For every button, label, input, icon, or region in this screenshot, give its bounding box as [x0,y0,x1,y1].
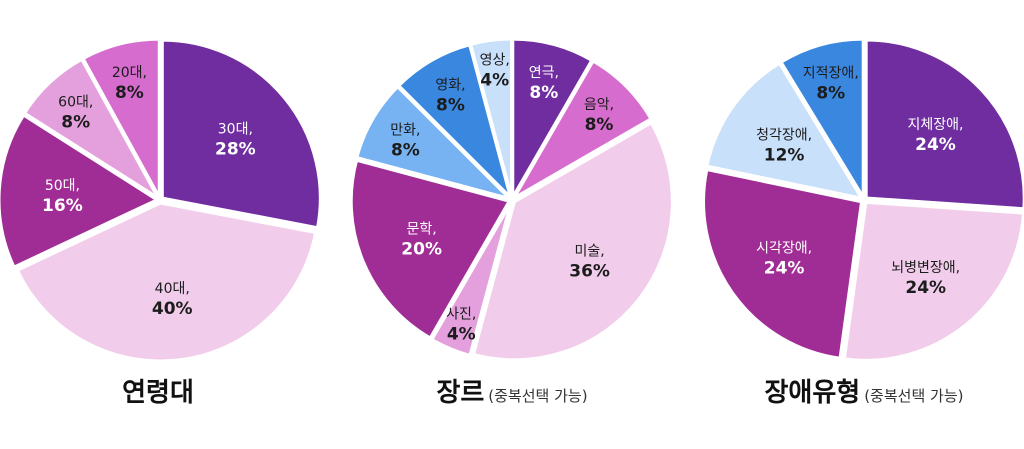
chart-caption-genre: 장르 (중복선택 가능) [352,372,672,409]
slice-label-disability-1: 뇌병변장애, [891,260,960,276]
slice-label-age-2: 50대, [45,178,80,194]
pie-slice-age-3 [23,57,160,200]
slice-value-genre-5: 8% [391,140,420,160]
slice-label-genre-3: 사진, [446,306,476,322]
chart-caption-age: 연령대 [0,372,320,409]
slice-value-age-2: 16% [42,196,83,216]
pie-slice-disability-3 [705,61,864,200]
slice-label-genre-7: 영상, [480,53,510,69]
slice-label-disability-3: 청각장애, [756,128,812,144]
chart-title-genre: 장르 [436,378,485,408]
pie-slice-genre-1 [512,59,653,200]
slice-value-age-1: 40% [152,299,193,319]
slice-value-genre-7: 4% [480,71,509,91]
slice-value-genre-3: 4% [447,324,476,344]
pie-slice-disability-0 [864,38,1024,211]
slice-label-age-1: 40대, [155,281,190,297]
pie-chart-age: 30대, 28% 40대, 40% 50대, 16% 60대, 8% 20대, 8% [0,37,322,363]
chart-title-age: 연령대 [122,378,194,408]
slice-value-disability-3: 12% [764,146,805,166]
pie-slice-age-0 [160,38,322,230]
pie-slice-disability-4 [779,37,865,199]
slice-value-genre-4: 20% [401,239,442,259]
pie-slice-genre-4 [349,158,511,340]
chart-title-disability: 장애유형 [764,378,861,408]
slice-label-genre-6: 영화, [435,77,465,93]
slice-label-genre-1: 음악, [584,97,614,113]
pie-slice-disability-2 [702,168,864,360]
slice-value-age-3: 8% [61,112,90,132]
slice-value-age-0: 28% [215,140,256,160]
pie-chart-disability: 지체장애, 24% 뇌병변장애, 24% 시각장애, 24% 청각장애, 12% 지적장애, 8% [702,37,1024,362]
slice-label-genre-4: 문학, [407,221,437,237]
slice-label-genre-5: 만화, [390,122,420,138]
slice-label-genre-0: 연극, [529,65,559,81]
pie-slice-age-4 [81,37,161,199]
slice-label-age-3: 60대, [58,94,93,110]
slice-label-disability-4: 지적장애, [803,65,859,81]
chart-caption-disability: 장애유형 (중복선택 가능) [704,372,1024,409]
slice-label-disability-2: 시각장애, [756,240,812,256]
pie-slice-age-2 [0,113,159,269]
pie-slice-genre-3 [430,201,513,357]
slice-value-genre-6: 8% [436,95,465,115]
slice-value-disability-1: 24% [905,278,946,298]
slice-value-genre-2: 36% [569,262,610,282]
slice-value-disability-4: 8% [816,83,845,103]
pie-slice-genre-5 [355,85,511,200]
slice-label-genre-2: 미술, [574,244,604,260]
slice-value-genre-1: 8% [585,115,614,135]
pie-slice-age-1 [15,201,318,363]
slice-label-age-4: 20대, [112,65,147,81]
slice-label-disability-0: 지체장애, [907,117,963,133]
slice-value-age-4: 8% [115,83,144,103]
pie-slice-genre-7 [469,37,514,199]
chart-subtitle-disability: (중복선택 가능) [864,387,964,405]
slice-value-disability-0: 24% [915,135,956,155]
pie-slice-disability-1 [842,200,1024,362]
chart-subtitle-genre: (중복선택 가능) [488,387,588,405]
slice-label-age-0: 30대, [218,122,253,138]
pie-chart-genre: 연극, 8% 음악, 8% 미술, 36% 사진, 4% 문학, 20% 만화, 8% 영화, 8% 영상,… [349,37,674,362]
slice-value-disability-2: 24% [764,258,805,278]
slice-value-genre-0: 8% [529,83,558,103]
pie-slice-genre-2 [471,121,674,362]
